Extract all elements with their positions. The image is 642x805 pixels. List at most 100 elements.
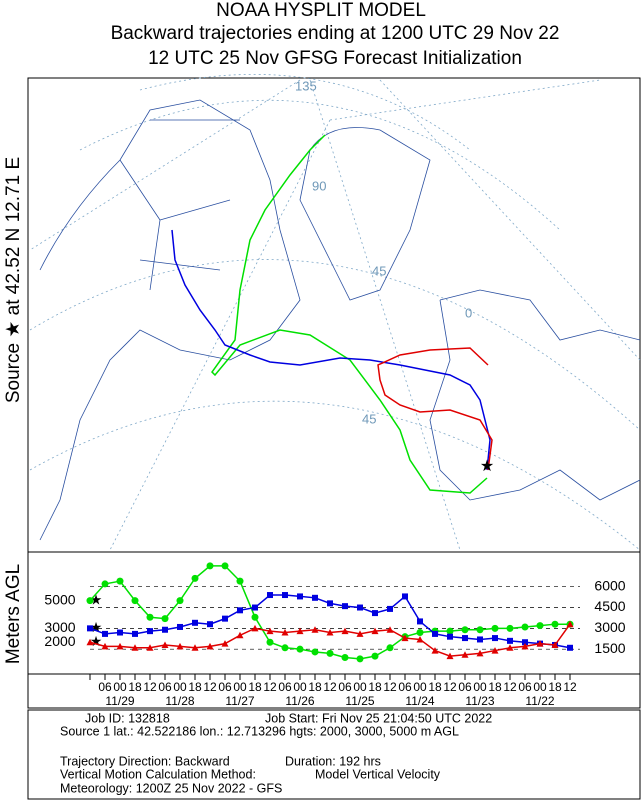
marker bbox=[266, 638, 274, 646]
marker bbox=[101, 580, 109, 588]
x-tick-label: 06 bbox=[518, 680, 532, 694]
marker bbox=[386, 626, 394, 633]
x-tick-label: 06 bbox=[278, 680, 292, 694]
x-tick-label: 00 bbox=[173, 680, 187, 694]
title-line1: NOAA HYSPLIT MODEL bbox=[216, 0, 426, 21]
marker bbox=[132, 630, 138, 637]
marker bbox=[87, 625, 93, 632]
x-tick-label: 18 bbox=[428, 680, 442, 694]
marker bbox=[207, 621, 213, 628]
marker bbox=[146, 644, 154, 651]
grid-label: 45 bbox=[362, 411, 376, 426]
marker bbox=[252, 604, 258, 611]
grid-label: 45 bbox=[372, 263, 386, 278]
chart-frame bbox=[27, 551, 641, 675]
date-label: 11/22 bbox=[525, 694, 554, 708]
marker bbox=[566, 620, 574, 628]
marker bbox=[491, 647, 499, 654]
marker bbox=[476, 626, 484, 634]
marker bbox=[492, 635, 498, 642]
start-height-label: 5000 bbox=[44, 591, 75, 607]
marker bbox=[311, 626, 319, 633]
x-tick-label: 18 bbox=[308, 680, 322, 694]
y-tick-label: 6000 bbox=[594, 577, 625, 593]
marker bbox=[192, 619, 198, 626]
marker bbox=[116, 577, 124, 585]
marker bbox=[446, 652, 454, 660]
marker bbox=[296, 645, 304, 653]
marker bbox=[327, 600, 333, 607]
marker bbox=[221, 640, 229, 647]
x-tick-label: 12 bbox=[323, 680, 337, 694]
marker bbox=[131, 597, 139, 605]
marker bbox=[342, 603, 348, 610]
marker bbox=[236, 631, 244, 639]
x-tick-label: 12 bbox=[503, 680, 517, 694]
x-tick-label: 00 bbox=[413, 680, 427, 694]
footer-frame bbox=[27, 709, 641, 800]
marker bbox=[462, 635, 468, 642]
x-tick-label: 00 bbox=[233, 680, 247, 694]
marker bbox=[476, 649, 484, 657]
start-height-label: 2000 bbox=[44, 633, 75, 649]
x-tick-label: 00 bbox=[473, 680, 487, 694]
x-tick-label: 12 bbox=[263, 680, 277, 694]
marker bbox=[521, 642, 529, 650]
marker bbox=[251, 624, 259, 632]
x-tick-label: 12 bbox=[203, 680, 217, 694]
date-label: 11/29 bbox=[105, 694, 134, 708]
marker bbox=[521, 623, 529, 631]
x-tick-label: 18 bbox=[368, 680, 382, 694]
marker bbox=[477, 636, 483, 643]
job-id: Job ID: 132818 bbox=[85, 711, 170, 725]
title-line3: 12 UTC 25 Nov GFSG Forecast Initializati… bbox=[148, 48, 522, 69]
x-tick-label: 12 bbox=[443, 680, 457, 694]
x-tick-label: 00 bbox=[293, 680, 307, 694]
marker bbox=[402, 593, 408, 600]
vertical-value: Model Vertical Velocity bbox=[315, 767, 441, 781]
meteorology: Meteorology: 1200Z 25 Nov 2022 - GFS bbox=[60, 781, 282, 795]
x-tick-label: 18 bbox=[188, 680, 202, 694]
source-label: Source ★ at 42.52 N 12.71 E bbox=[3, 157, 24, 403]
direction: Trajectory Direction: Backward bbox=[60, 754, 230, 768]
marker bbox=[251, 613, 259, 621]
marker bbox=[146, 613, 154, 621]
marker bbox=[401, 634, 409, 642]
marker bbox=[297, 593, 303, 600]
marker bbox=[551, 641, 559, 649]
marker bbox=[162, 626, 168, 633]
marker bbox=[432, 630, 438, 637]
marker bbox=[311, 648, 319, 656]
source-info: Source 1 lat.: 42.522186 lon.: 12.713296… bbox=[60, 724, 459, 738]
marker bbox=[536, 640, 544, 647]
x-tick-label: 00 bbox=[533, 680, 547, 694]
y-axis-label: Meters AGL bbox=[3, 564, 24, 664]
marker bbox=[102, 630, 108, 637]
marker bbox=[506, 644, 514, 651]
marker bbox=[461, 626, 469, 634]
grid-label: 135 bbox=[295, 78, 317, 93]
marker bbox=[177, 623, 183, 630]
map-frame bbox=[27, 77, 641, 553]
marker bbox=[431, 647, 439, 654]
vertical-method: Vertical Motion Calculation Method: bbox=[60, 767, 256, 781]
x-tick-label: 18 bbox=[488, 680, 502, 694]
x-tick-label: 06 bbox=[98, 680, 112, 694]
marker bbox=[191, 574, 199, 582]
x-tick-label: 18 bbox=[128, 680, 142, 694]
marker bbox=[312, 594, 318, 601]
x-tick-label: 06 bbox=[398, 680, 412, 694]
marker bbox=[282, 592, 288, 599]
marker bbox=[86, 638, 94, 646]
date-label: 11/28 bbox=[165, 694, 194, 708]
marker bbox=[386, 644, 394, 652]
marker bbox=[131, 644, 139, 651]
marker bbox=[446, 627, 454, 635]
marker bbox=[117, 629, 123, 636]
marker bbox=[341, 627, 349, 635]
marker bbox=[176, 642, 184, 650]
date-label: 11/26 bbox=[285, 694, 314, 708]
x-tick-label: 12 bbox=[143, 680, 157, 694]
y-tick-label: 1500 bbox=[594, 640, 625, 656]
date-label: 11/24 bbox=[405, 694, 434, 708]
